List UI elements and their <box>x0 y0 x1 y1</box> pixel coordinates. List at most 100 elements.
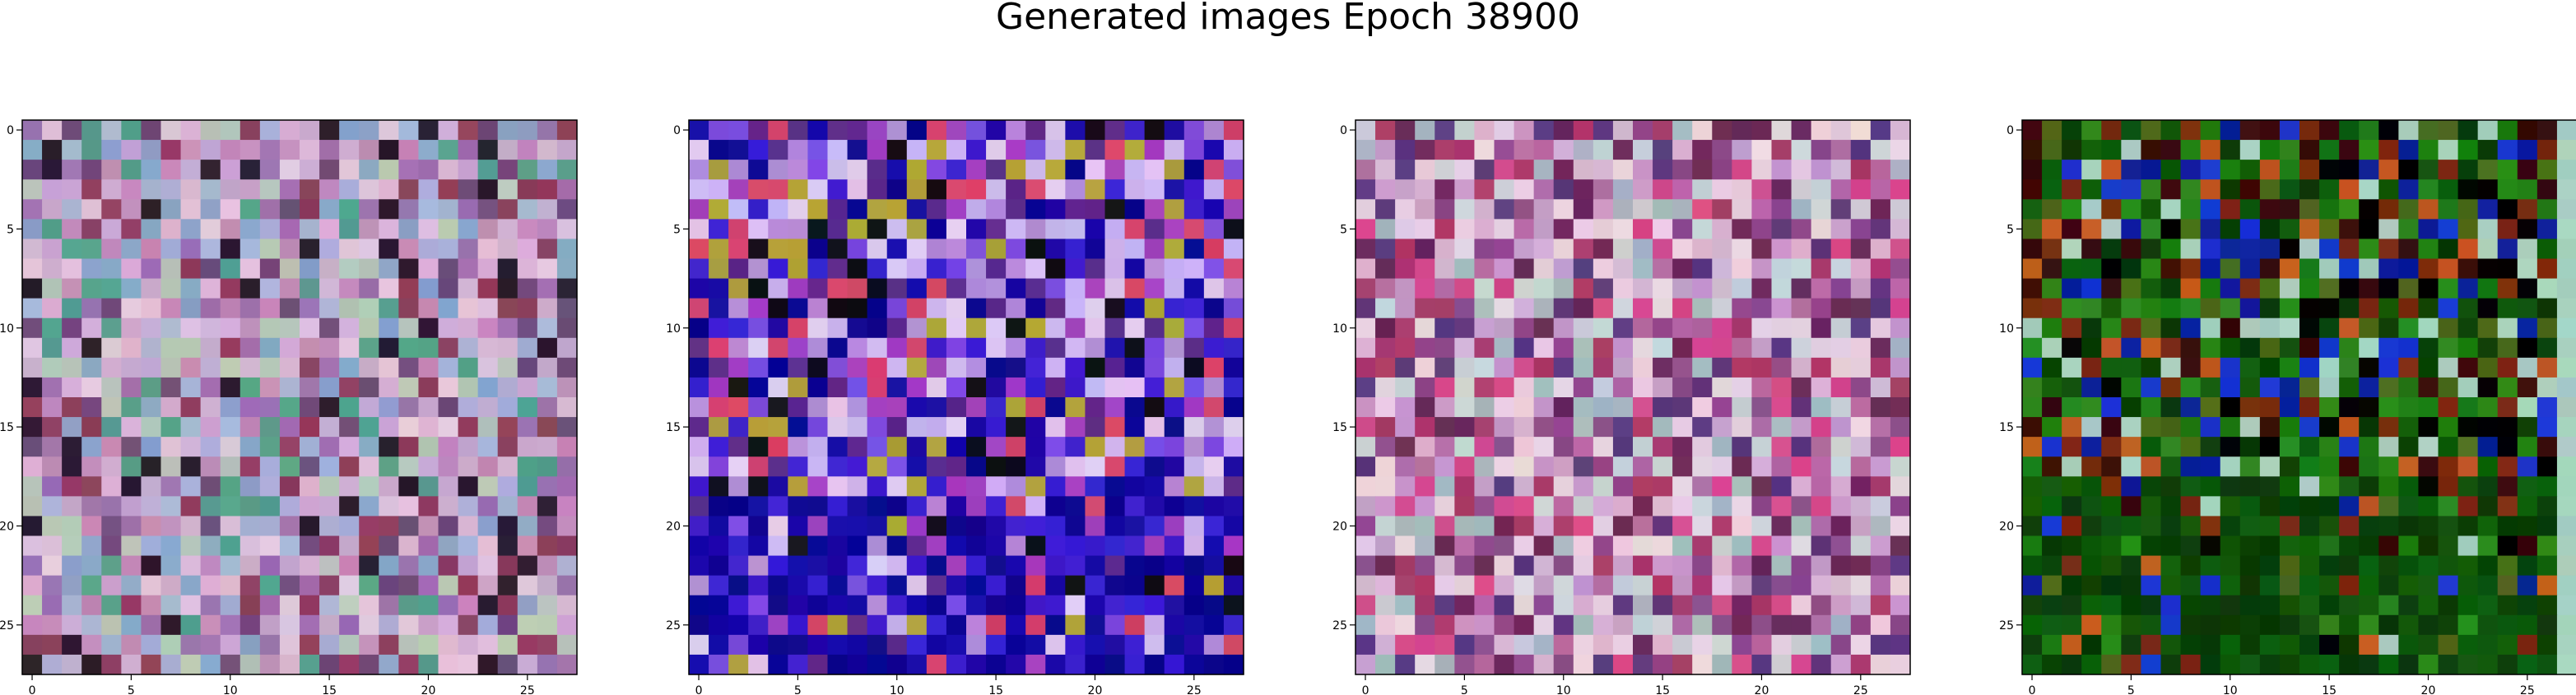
x-tick-label: 5 <box>2127 684 2135 695</box>
pixel-cell <box>398 278 420 299</box>
pixel-cell <box>1751 516 1773 537</box>
pixel-cell <box>1633 357 1653 378</box>
pixel-cell <box>101 199 122 220</box>
pixel-cell <box>279 199 300 220</box>
pixel-cell <box>788 377 809 398</box>
pixel-cell <box>81 397 102 418</box>
pixel-cell <box>42 377 63 398</box>
pixel-cell <box>1533 634 1555 656</box>
pixel-cell <box>2180 654 2202 675</box>
pixel-cell <box>62 595 82 616</box>
pixel-cell <box>458 317 479 339</box>
pixel-cell <box>1085 535 1106 557</box>
pixel-cell <box>180 456 202 477</box>
pixel-cell <box>2200 298 2221 319</box>
pixel-cell <box>906 357 928 378</box>
pixel-cell <box>966 377 987 398</box>
pixel-cell <box>1692 417 1713 438</box>
pixel-cell <box>22 337 43 359</box>
pixel-cell <box>2022 575 2043 596</box>
pixel-cell <box>497 298 518 319</box>
pixel-cell <box>689 555 709 577</box>
pixel-cell <box>497 278 518 299</box>
pixel-cell <box>438 476 459 497</box>
pixel-cell <box>807 298 829 319</box>
pixel-cell <box>359 555 379 577</box>
pixel-cell <box>946 614 967 636</box>
pixel-cell <box>1223 199 1244 220</box>
pixel-cell <box>160 239 182 260</box>
pixel-cell <box>319 417 340 438</box>
pixel-cell <box>1791 614 1812 636</box>
pixel-cell <box>259 516 281 537</box>
pixel-cell <box>2220 516 2241 537</box>
pixel-cell <box>279 654 300 675</box>
pixel-cell <box>477 496 499 517</box>
pixel-cell <box>2042 535 2062 557</box>
pixel-cell <box>1573 555 1594 577</box>
pixel-cell <box>220 120 241 141</box>
pixel-cell <box>2477 120 2499 141</box>
pixel-cell <box>220 278 241 299</box>
pixel-cell <box>768 120 788 141</box>
pixel-cell <box>2339 377 2360 398</box>
pixel-cell <box>1085 456 1106 477</box>
pixel-cell <box>556 516 578 537</box>
pixel-cell <box>1830 654 1852 675</box>
pixel-cell <box>1454 555 1476 577</box>
pixel-cell <box>359 317 379 339</box>
pixel-cell <box>1025 654 1046 675</box>
pixel-cell <box>1223 120 1244 141</box>
pixel-cell <box>748 317 769 339</box>
pixel-cell <box>827 654 849 675</box>
pixel-cell <box>2299 476 2320 497</box>
pixel-cell <box>1375 476 1396 497</box>
pixel-cell <box>200 634 221 656</box>
pixel-cell <box>1494 120 1515 141</box>
pixel-cell <box>1830 575 1852 596</box>
pixel-cell <box>886 476 908 497</box>
pixel-cell <box>1203 219 1225 240</box>
pixel-cell <box>2121 160 2142 180</box>
pixel-cell <box>807 357 829 378</box>
pixel-cell <box>966 437 987 457</box>
pixel-cell <box>768 634 788 656</box>
pixel-cell <box>1751 298 1773 319</box>
pixel-cell <box>1434 120 1455 141</box>
pixel-cell <box>279 535 300 557</box>
pixel-cell <box>867 140 888 160</box>
pixel-cell <box>2398 219 2420 240</box>
pixel-cell <box>1144 516 1165 537</box>
pixel-cell <box>2200 476 2221 497</box>
pixel-cell <box>398 120 420 141</box>
pixel-cell <box>1633 239 1653 260</box>
pixel-cell <box>2259 140 2281 160</box>
pixel-cell <box>42 654 63 675</box>
pixel-cell <box>2339 298 2360 319</box>
pixel-cell <box>1533 516 1555 537</box>
pixel-cell <box>1514 258 1535 280</box>
pixel-cell <box>2022 535 2043 557</box>
pixel-cell <box>2497 239 2518 260</box>
pixel-cell <box>556 555 578 577</box>
pixel-cell <box>1045 595 1066 616</box>
pixel-cell <box>477 634 499 656</box>
pixel-cell <box>1653 258 1673 280</box>
pixel-cell <box>180 614 202 636</box>
pixel-cell <box>788 575 809 596</box>
pixel-cell <box>1454 160 1476 180</box>
pixel-cell <box>2438 239 2459 260</box>
pixel-cell <box>1811 199 1832 220</box>
pixel-cell <box>2279 317 2300 339</box>
pixel-cell <box>1850 654 1872 675</box>
pixel-cell <box>1006 654 1026 675</box>
pixel-cell <box>359 377 379 398</box>
pixel-cell <box>1183 417 1205 438</box>
pixel-cell <box>1732 535 1753 557</box>
pixel-cell <box>788 120 809 141</box>
pixel-cell <box>2299 199 2320 220</box>
pixel-cell <box>1434 337 1455 359</box>
pixel-cell <box>279 337 300 359</box>
pixel-cell <box>1732 496 1753 517</box>
pixel-cell <box>2101 516 2122 537</box>
